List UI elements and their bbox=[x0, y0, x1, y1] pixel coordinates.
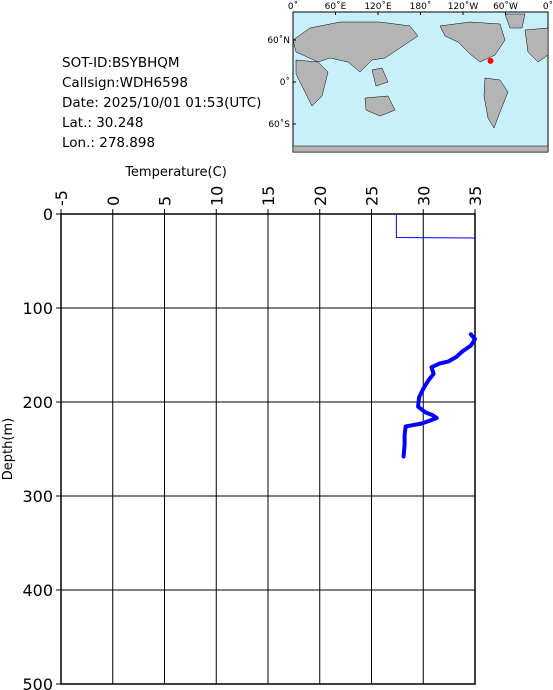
map-y-tick-label: 0˚ bbox=[280, 77, 290, 88]
x-tick-label: -5 bbox=[52, 190, 71, 206]
x-tick-label: 0 bbox=[104, 196, 123, 206]
map-x-tick-label: 60˚E bbox=[325, 1, 347, 12]
x-tick-label: 15 bbox=[259, 186, 278, 206]
x-axis-title: Temperature(C) bbox=[124, 165, 227, 180]
map-x-tick-label: 0˚ bbox=[288, 1, 298, 12]
x-tick-label: 10 bbox=[207, 186, 226, 206]
y-tick-label: 400 bbox=[22, 581, 53, 600]
map-x-tick-label: 180˚ bbox=[410, 1, 432, 12]
station-marker bbox=[487, 57, 494, 64]
info-line: Callsign:WDH6598 bbox=[62, 75, 188, 91]
x-tick-label: 20 bbox=[311, 186, 330, 206]
y-axis-title: Depth(m) bbox=[1, 418, 16, 480]
profile-line bbox=[401, 332, 477, 459]
y-tick-label: 100 bbox=[22, 299, 53, 318]
x-tick-label: 35 bbox=[466, 186, 485, 206]
map-y-tick-label: 60˚S bbox=[268, 119, 290, 130]
y-tick-label: 300 bbox=[22, 487, 53, 506]
info-line: Date: 2025/10/01 01:53(UTC) bbox=[62, 95, 261, 111]
info-line: Lat.: 30.248 bbox=[62, 115, 143, 131]
y-tick-label: 500 bbox=[22, 675, 53, 690]
info-line: SOT-ID:BSYBHQM bbox=[62, 55, 180, 71]
map-x-tick-label: 0˚ bbox=[543, 1, 553, 12]
x-tick-label: 25 bbox=[363, 186, 382, 206]
y-tick-label: 200 bbox=[22, 393, 53, 412]
continents bbox=[292, 13, 549, 153]
world-map bbox=[292, 11, 549, 153]
x-tick-label: 5 bbox=[156, 196, 175, 206]
x-tick-label: 30 bbox=[414, 186, 433, 206]
map-x-tick-label: 120˚E bbox=[364, 1, 392, 12]
info-line: Lon.: 278.898 bbox=[62, 135, 155, 151]
profile-line bbox=[395, 213, 476, 239]
y-tick-label: 0 bbox=[43, 205, 53, 224]
map-x-tick-label: 120˚W bbox=[448, 1, 479, 12]
map-y-tick-label: 60˚N bbox=[267, 35, 290, 46]
map-x-tick-label: 60˚W bbox=[493, 1, 518, 12]
